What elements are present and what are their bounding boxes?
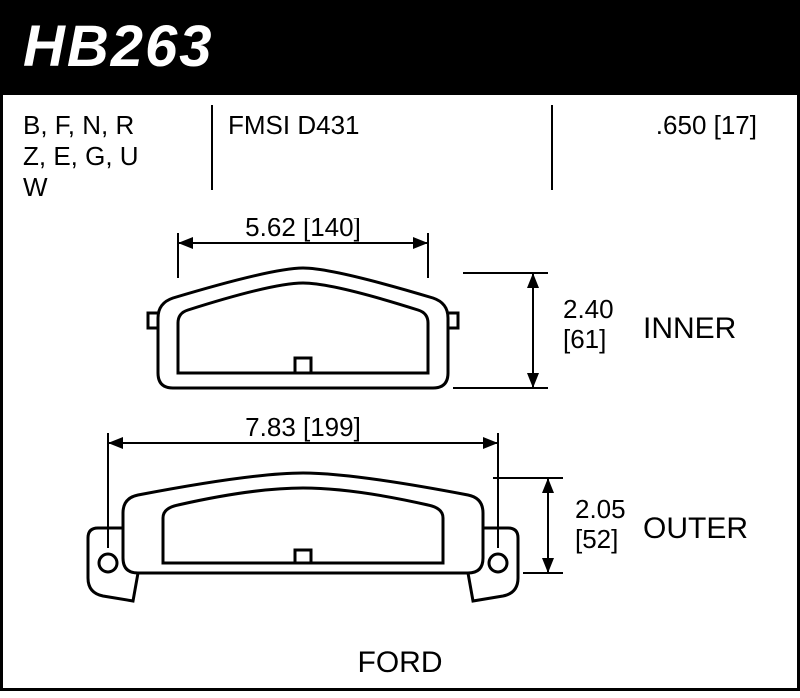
inner-width-label: 5.62 [140] (245, 218, 361, 242)
fmsi-column: FMSI D431 (213, 110, 553, 203)
outer-name: OUTER (643, 512, 748, 545)
thickness-label: .650 [17] (553, 110, 757, 141)
inner-height-label1: 2.40 (563, 294, 614, 324)
part-number: HB263 (23, 14, 214, 79)
outer-height-label1: 2.05 (575, 494, 626, 524)
outer-width-label: 7.83 [199] (245, 412, 361, 442)
outer-height-dimension (493, 478, 563, 573)
inner-height-dimension (453, 273, 548, 388)
codes-column: B, F, N, R Z, E, G, U W (23, 110, 213, 203)
outer-pad-shape (88, 473, 518, 601)
thickness-column: .650 [17] (553, 110, 777, 203)
inner-name: INNER (643, 312, 736, 345)
header-bar: HB263 (3, 3, 797, 95)
codes-line: Z, E, G, U (23, 141, 213, 172)
inner-height-label2: [61] (563, 324, 606, 354)
fmsi-label: FMSI D431 (213, 110, 553, 141)
codes-line: B, F, N, R (23, 110, 213, 141)
inner-pad-shape (148, 268, 458, 388)
outer-height-label2: [52] (575, 524, 618, 554)
info-row: B, F, N, R Z, E, G, U W FMSI D431 .650 [… (3, 95, 797, 218)
diagram-area: 5.62 [140] 2.40 [61] INNER 7.83 [199] (3, 218, 797, 698)
footer-label: FORD (3, 646, 797, 680)
brake-pad-diagram: 5.62 [140] 2.40 [61] INNER 7.83 [199] (3, 218, 800, 698)
codes-line: W (23, 172, 213, 203)
